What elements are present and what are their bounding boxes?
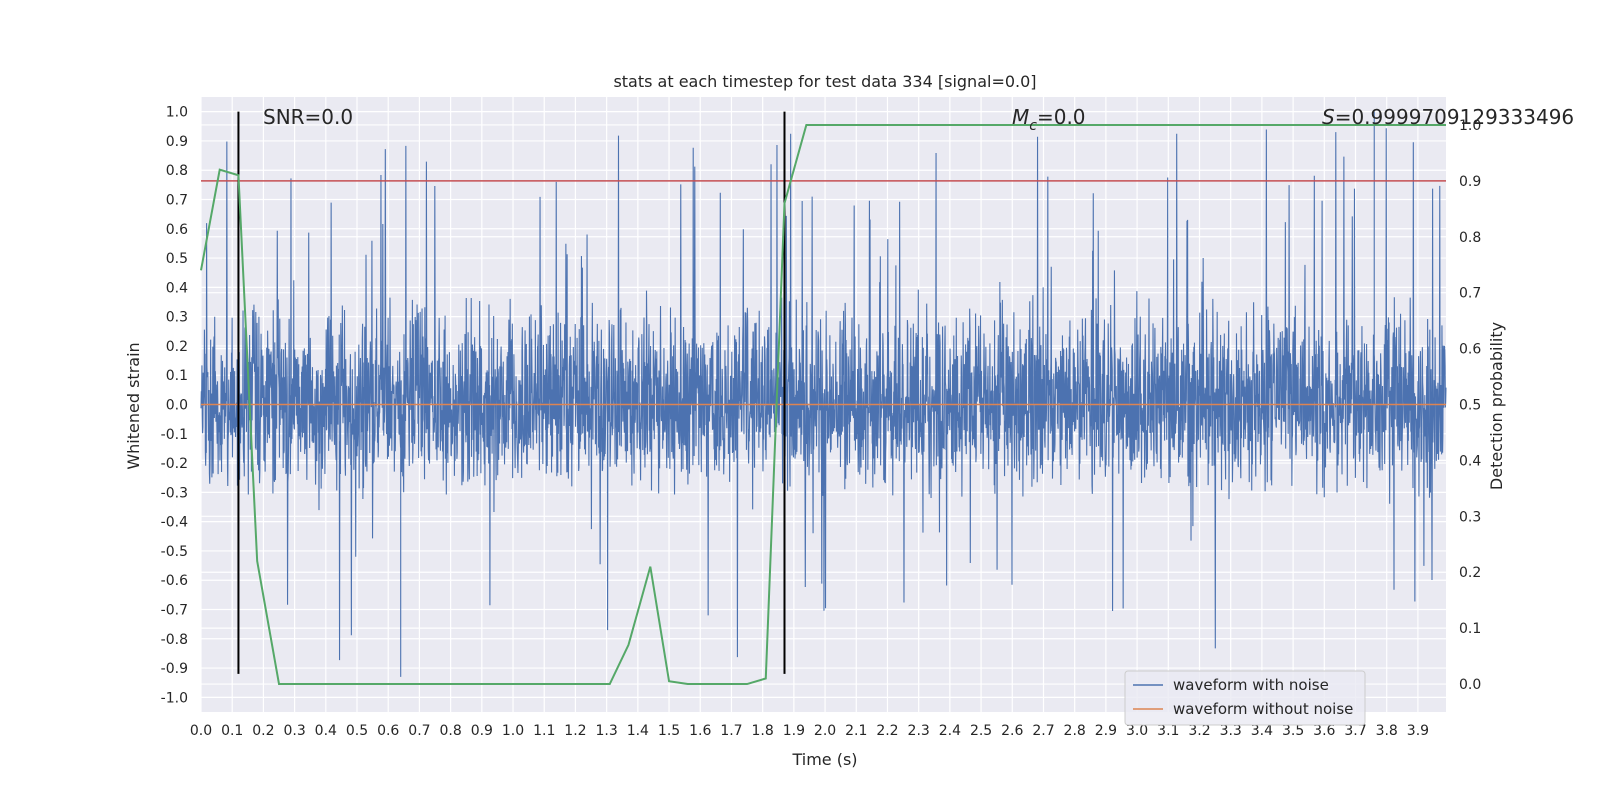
x-tick-label: 1.6 bbox=[689, 723, 711, 739]
mc-subscript: c bbox=[1029, 118, 1037, 134]
snr-annotation: SNR=0.0 bbox=[263, 105, 353, 129]
x-tick-label: 3.9 bbox=[1407, 723, 1429, 739]
x-tick-label: 2.3 bbox=[908, 723, 930, 739]
right-y-tick-labels: 0.0 0.1 0.2 0.3 0.4 0.5 0.6 0.7 0.8 0.9 1.0 bbox=[1459, 118, 1481, 693]
x-tick-label: 2.2 bbox=[876, 723, 898, 739]
x-tick-label: 3.0 bbox=[1126, 723, 1148, 739]
y-tick-label: -0.2 bbox=[161, 456, 188, 472]
x-tick-label: 1.0 bbox=[502, 723, 524, 739]
x-tick-label: 2.5 bbox=[970, 723, 992, 739]
right-y-tick-label: 0.6 bbox=[1459, 342, 1481, 358]
x-tick-label: 1.1 bbox=[533, 723, 555, 739]
y-tick-label: 0.7 bbox=[166, 193, 188, 209]
x-tick-label: 0.6 bbox=[377, 723, 399, 739]
y-tick-label: 0.9 bbox=[166, 134, 188, 150]
x-tick-label: 2.7 bbox=[1032, 723, 1054, 739]
right-y-tick-label: 0.2 bbox=[1459, 565, 1481, 581]
right-y-tick-label: 0.4 bbox=[1459, 453, 1481, 469]
y-tick-label: 0.0 bbox=[166, 398, 188, 414]
x-tick-label: 0.9 bbox=[471, 723, 493, 739]
right-y-tick-label: 0.0 bbox=[1459, 677, 1481, 693]
x-tick-label: 3.1 bbox=[1157, 723, 1179, 739]
x-tick-label: 0.7 bbox=[408, 723, 430, 739]
legend: waveform with noise waveform without noi… bbox=[1124, 670, 1366, 726]
x-tick-label: 2.6 bbox=[1001, 723, 1023, 739]
y-tick-label: 1.0 bbox=[166, 105, 188, 121]
mc-symbol: M bbox=[1012, 105, 1029, 129]
right-y-tick-label: 0.3 bbox=[1459, 509, 1481, 525]
x-tick-label: 0.0 bbox=[190, 723, 212, 739]
y-tick-label: -0.6 bbox=[161, 573, 188, 589]
legend-box bbox=[1124, 670, 1366, 726]
y-tick-label: -0.8 bbox=[161, 632, 188, 648]
y-tick-label: -0.3 bbox=[161, 485, 188, 501]
x-tick-label: 0.2 bbox=[252, 723, 274, 739]
y-tick-label: 0.5 bbox=[166, 251, 188, 267]
x-tick-label: 3.8 bbox=[1376, 723, 1398, 739]
chart-title: stats at each timestep for test data 334… bbox=[613, 72, 1036, 91]
x-tick-label: 3.6 bbox=[1313, 723, 1335, 739]
right-y-tick-label: 0.9 bbox=[1459, 174, 1481, 190]
right-y-tick-label: 0.1 bbox=[1459, 621, 1481, 637]
y-tick-label: 0.2 bbox=[166, 339, 188, 355]
y-tick-label: 0.1 bbox=[166, 368, 188, 384]
s-value: =0.9999709129333496 bbox=[1335, 105, 1574, 129]
y-axis-label: Whitened strain bbox=[124, 342, 143, 469]
x-tick-label: 2.8 bbox=[1064, 723, 1086, 739]
y-tick-label: 0.4 bbox=[166, 280, 188, 296]
y-tick-label: -0.9 bbox=[161, 661, 188, 677]
x-tick-label: 1.4 bbox=[627, 723, 649, 739]
x-tick-label: 1.7 bbox=[720, 723, 742, 739]
y-tick-label: -0.4 bbox=[161, 515, 188, 531]
y-tick-labels: -1.0 -0.9 -0.8 -0.7 -0.6 -0.5 -0.4 -0.3 -0.2 -0.1… bbox=[161, 105, 188, 707]
mc-value: =0.0 bbox=[1037, 105, 1086, 129]
x-tick-label: 3.2 bbox=[1188, 723, 1210, 739]
x-tick-label: 2.1 bbox=[845, 723, 867, 739]
y-tick-label: 0.3 bbox=[166, 310, 188, 326]
x-tick-label: 1.2 bbox=[564, 723, 586, 739]
right-y-axis-label: Detection probability bbox=[1487, 322, 1506, 490]
y-tick-label: -0.5 bbox=[161, 544, 188, 560]
y-tick-label: 0.6 bbox=[166, 222, 188, 238]
right-y-tick-label: 1.0 bbox=[1459, 118, 1481, 134]
x-tick-label: 2.4 bbox=[939, 723, 961, 739]
y-tick-label: -1.0 bbox=[161, 690, 188, 706]
x-tick-label: 2.0 bbox=[814, 723, 836, 739]
right-y-tick-label: 0.8 bbox=[1459, 230, 1481, 246]
s-symbol: S bbox=[1322, 105, 1335, 129]
series-detection-probability bbox=[200, 123, 1446, 686]
s-annotation: S=0.9999709129333496 bbox=[1322, 105, 1574, 129]
x-tick-label: 0.3 bbox=[283, 723, 305, 739]
x-tick-label: 1.9 bbox=[783, 723, 805, 739]
y-tick-label: -0.7 bbox=[161, 603, 188, 619]
y-tick-label: 0.8 bbox=[166, 163, 188, 179]
x-tick-label: 0.8 bbox=[439, 723, 461, 739]
legend-label-clean: waveform without noise bbox=[1173, 700, 1353, 718]
x-tick-label: 1.8 bbox=[752, 723, 774, 739]
x-tick-label: 2.9 bbox=[1095, 723, 1117, 739]
x-tick-label: 0.5 bbox=[346, 723, 368, 739]
noise-trace bbox=[200, 111, 1447, 677]
x-tick-label: 0.1 bbox=[221, 723, 243, 739]
x-tick-label: 3.7 bbox=[1344, 723, 1366, 739]
x-tick-label: 1.5 bbox=[658, 723, 680, 739]
right-y-tick-label: 0.7 bbox=[1459, 286, 1481, 302]
y-tick-label: -0.1 bbox=[161, 427, 188, 443]
series-waveform-with-noise bbox=[200, 111, 1447, 677]
legend-label-noise: waveform with noise bbox=[1173, 676, 1329, 694]
x-tick-labels: 0.0 0.1 0.2 0.3 0.4 0.5 0.6 0.7 0.8 0.9 1.0 1.1 1.2 1… bbox=[190, 723, 1429, 739]
mc-annotation: Mc=0.0 bbox=[1012, 105, 1086, 134]
x-axis-label: Time (s) bbox=[791, 750, 857, 769]
right-y-tick-label: 0.5 bbox=[1459, 398, 1481, 414]
x-tick-label: 3.4 bbox=[1251, 723, 1273, 739]
x-tick-label: 3.5 bbox=[1282, 723, 1304, 739]
x-tick-label: 0.4 bbox=[315, 723, 337, 739]
probability-trace bbox=[200, 123, 1446, 686]
x-tick-label: 1.3 bbox=[596, 723, 618, 739]
x-tick-label: 3.3 bbox=[1220, 723, 1242, 739]
